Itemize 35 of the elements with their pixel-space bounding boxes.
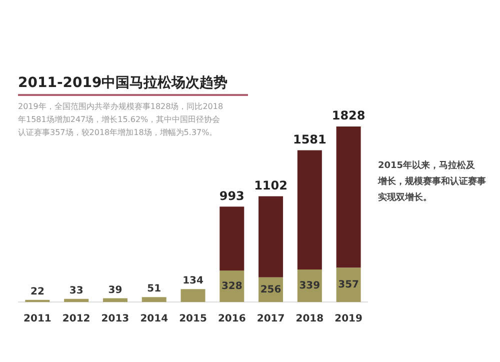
x-tick-label: 2011 — [24, 314, 52, 325]
total-label: 1828 — [332, 108, 366, 123]
x-tick-label: 2014 — [140, 314, 168, 325]
bar — [336, 126, 361, 268]
chart-subtitle: 2019年，全国范围内共举办规模赛事1828场，同比2018年1581场增加247场，增长15.62%，其中中国田径协会认证赛事357场，较2018年增加18场，增幅为5.37%。 — [18, 101, 224, 139]
x-tick-label: 2015 — [179, 314, 207, 325]
data-label: 33 — [69, 285, 84, 296]
x-tick-label: 2012 — [62, 314, 90, 325]
bar — [102, 298, 128, 302]
x-tick-label: 2017 — [256, 314, 285, 325]
x-tick-label: 2018 — [296, 314, 324, 325]
data-label: 51 — [147, 284, 162, 295]
chart-title: 2011-2019中国马拉松场次趋势 — [18, 74, 248, 96]
x-tick-label: 2019 — [334, 314, 363, 325]
bar — [297, 150, 322, 270]
data-label: 357 — [338, 279, 360, 290]
data-label: 328 — [221, 280, 242, 292]
bar — [142, 297, 166, 302]
total-label: 1581 — [292, 132, 326, 146]
bar — [336, 268, 361, 302]
x-tick-label: 2016 — [218, 314, 246, 325]
text: 2015年以来，马拉松及 — [378, 159, 476, 173]
text: 增长，规模赛事和认证赛事实现双增长。 — [378, 175, 487, 205]
data-label: 134 — [182, 276, 204, 287]
bar — [180, 289, 206, 302]
total-label: 1102 — [254, 178, 288, 192]
bar — [258, 196, 284, 278]
bar — [64, 298, 89, 302]
data-label: 39 — [108, 284, 122, 296]
data-label: 256 — [260, 284, 282, 296]
bar — [220, 206, 244, 271]
total-label: 993 — [219, 188, 244, 203]
data-label: 22 — [30, 286, 44, 298]
x-tick-label: 2013 — [101, 314, 130, 325]
data-label: 339 — [299, 280, 320, 292]
